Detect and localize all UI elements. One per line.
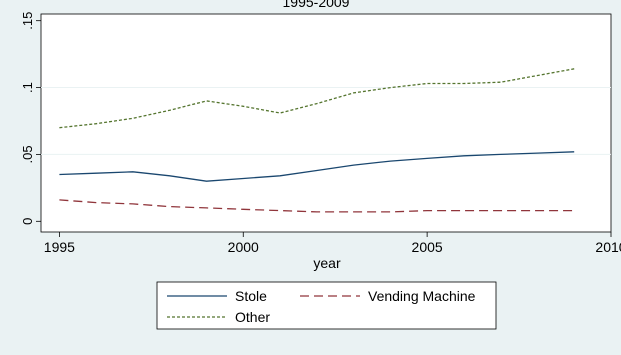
axes: 0 .05 .1 .15 1995 2000 2005 2010 — [20, 12, 621, 255]
series-line-stole — [59, 151, 575, 182]
series-line-vending-machine — [59, 199, 575, 213]
legend-label: Vending Machine — [368, 288, 476, 304]
y-tick-label: 0 — [20, 218, 35, 225]
chart-title: 1995-2009 — [283, 0, 350, 10]
y-tick-label: .15 — [20, 12, 35, 30]
x-tick-label: 1995 — [44, 239, 75, 255]
series-line-other — [59, 68, 575, 129]
legend-label: Stole — [235, 288, 267, 304]
legend-box — [156, 281, 497, 330]
x-tick-label: 2010 — [595, 239, 621, 255]
legend: Stole Vending Machine Other — [156, 281, 497, 330]
series-lines — [59, 68, 575, 213]
legend-label: Other — [235, 309, 270, 325]
y-tick-label: .05 — [20, 145, 35, 163]
y-tick-label: .1 — [20, 82, 35, 93]
x-tick-label: 2000 — [228, 239, 259, 255]
x-tick-label: 2005 — [412, 239, 443, 255]
plot-area — [40, 13, 612, 233]
x-axis-label: year — [313, 255, 341, 271]
